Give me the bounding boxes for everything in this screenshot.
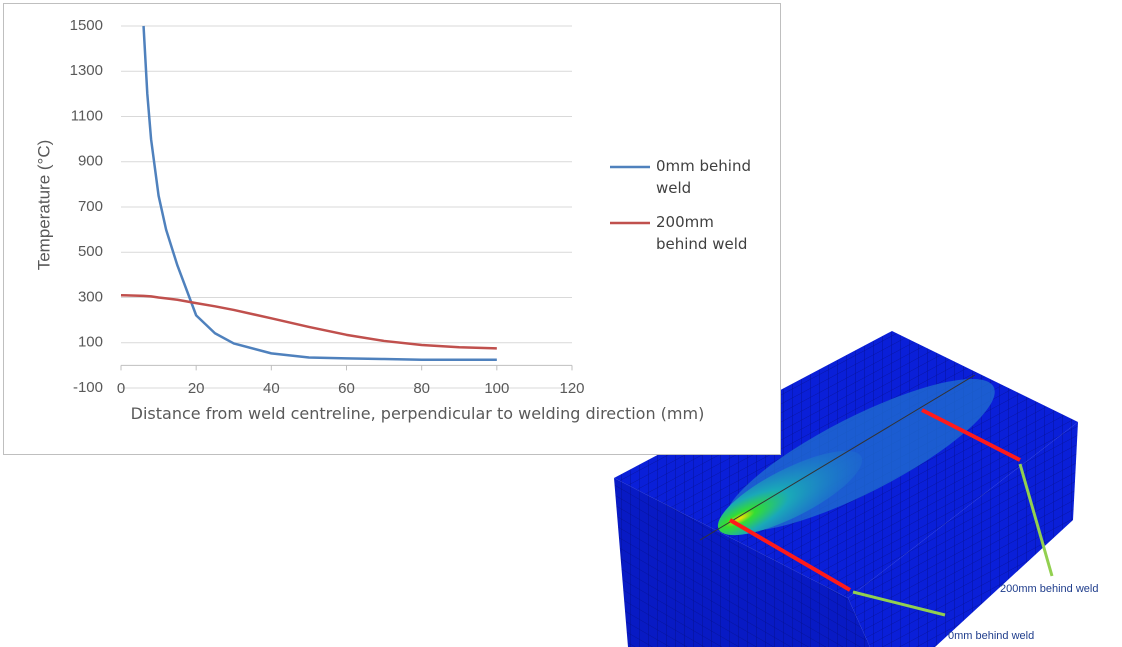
y-axis-title: Temperature (°C) — [34, 140, 53, 271]
y-tick-label: 100 — [78, 334, 103, 351]
x-tick-label: 80 — [413, 380, 430, 397]
section-200mm — [921, 408, 1021, 462]
block-front — [614, 478, 870, 647]
y-tick-label: 1500 — [70, 17, 103, 34]
heat-core — [717, 450, 863, 536]
y-tick-label: 300 — [78, 288, 103, 305]
y-tick-label: 1300 — [70, 62, 103, 79]
legend-label: 200mm behind weld — [656, 213, 748, 253]
x-tick-label: 60 — [338, 380, 355, 397]
x-tick-label: 20 — [188, 380, 205, 397]
weld-line — [699, 374, 976, 541]
x-axis-title: Distance from weld centreline, perpendic… — [130, 404, 705, 423]
legend-item: 0mm behind weld — [656, 157, 751, 197]
block-side — [848, 422, 1078, 647]
x-tick-label: 40 — [263, 380, 280, 397]
x-axis-title-box: Distance from weld centreline, perpendic… — [130, 404, 705, 423]
y-tick-label: 1100 — [71, 107, 103, 124]
chart-frame — [3, 3, 781, 455]
legend-item: 200mm behind weld — [656, 213, 748, 253]
y-tick-label: -100 — [73, 379, 103, 396]
series-line — [120, 293, 497, 350]
legend-label: 0mm behind weld — [656, 157, 751, 197]
plot: -100 100 300 500 700 900 1100 1300 1500 0 20 40 60 80… — [70, 17, 751, 397]
figure-label: 200mm behind weld — [1000, 583, 1098, 595]
x-tick-label: 100 — [484, 380, 509, 397]
y-tick-label: 900 — [78, 153, 103, 170]
arrow — [1018, 463, 1054, 577]
figure-label: 0mm behind weld — [948, 630, 1034, 642]
fe-model: 200mm behind weld 0mm behind weld — [614, 331, 1098, 647]
arrow — [852, 590, 946, 617]
x-tick-label: 120 — [559, 380, 584, 397]
series-line — [142, 25, 497, 361]
x-tick-label: 0 — [117, 380, 125, 397]
y-tick-label: 700 — [78, 198, 103, 215]
y-tick-label: 500 — [78, 243, 103, 260]
section-0mm — [728, 518, 852, 592]
